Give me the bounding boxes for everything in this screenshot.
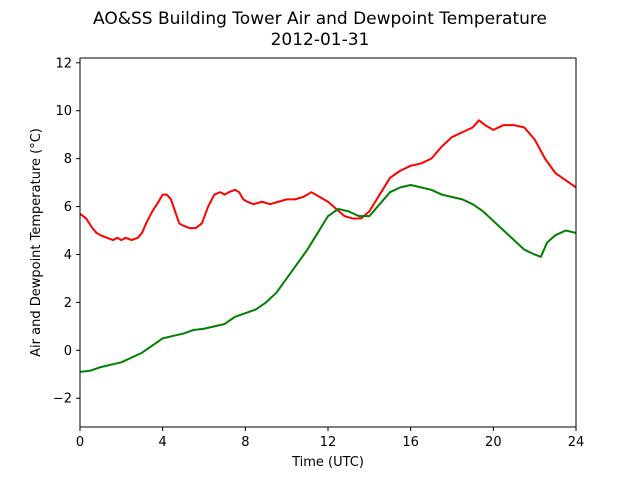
series-group (79, 119, 577, 373)
chart-subtitle: 2012-01-31 (271, 30, 370, 50)
y-tick-label: 8 (64, 152, 72, 167)
x-tick-label: 16 (402, 435, 419, 450)
y-tick-label: 6 (64, 200, 72, 215)
y-tick-label: 10 (55, 104, 72, 119)
x-tick-label: 0 (76, 435, 84, 450)
x-axis-label: Time (UTC) (291, 455, 364, 470)
y-tick-label: 4 (64, 248, 72, 263)
y-tick-label: 12 (55, 56, 72, 71)
y-tick-label: −2 (53, 392, 72, 407)
x-tick-label: 20 (485, 435, 502, 450)
series-line-1 (79, 183, 577, 373)
series-line-0 (79, 119, 577, 242)
x-tick-label: 4 (159, 435, 167, 450)
y-axis: −2 0 2 4 6 8 10 12 (53, 56, 80, 407)
x-axis: 0 4 8 12 16 20 24 (76, 427, 584, 450)
y-axis-label: Air and Dewpoint Temperature (°C) (29, 128, 44, 357)
chart-title: AO&SS Building Tower Air and Dewpoint Te… (93, 9, 547, 29)
y-tick-label: 2 (64, 296, 72, 311)
x-tick-label: 24 (568, 435, 585, 450)
y-tick-label: 0 (64, 344, 72, 359)
x-tick-label: 8 (241, 435, 249, 450)
x-tick-label: 12 (320, 435, 337, 450)
